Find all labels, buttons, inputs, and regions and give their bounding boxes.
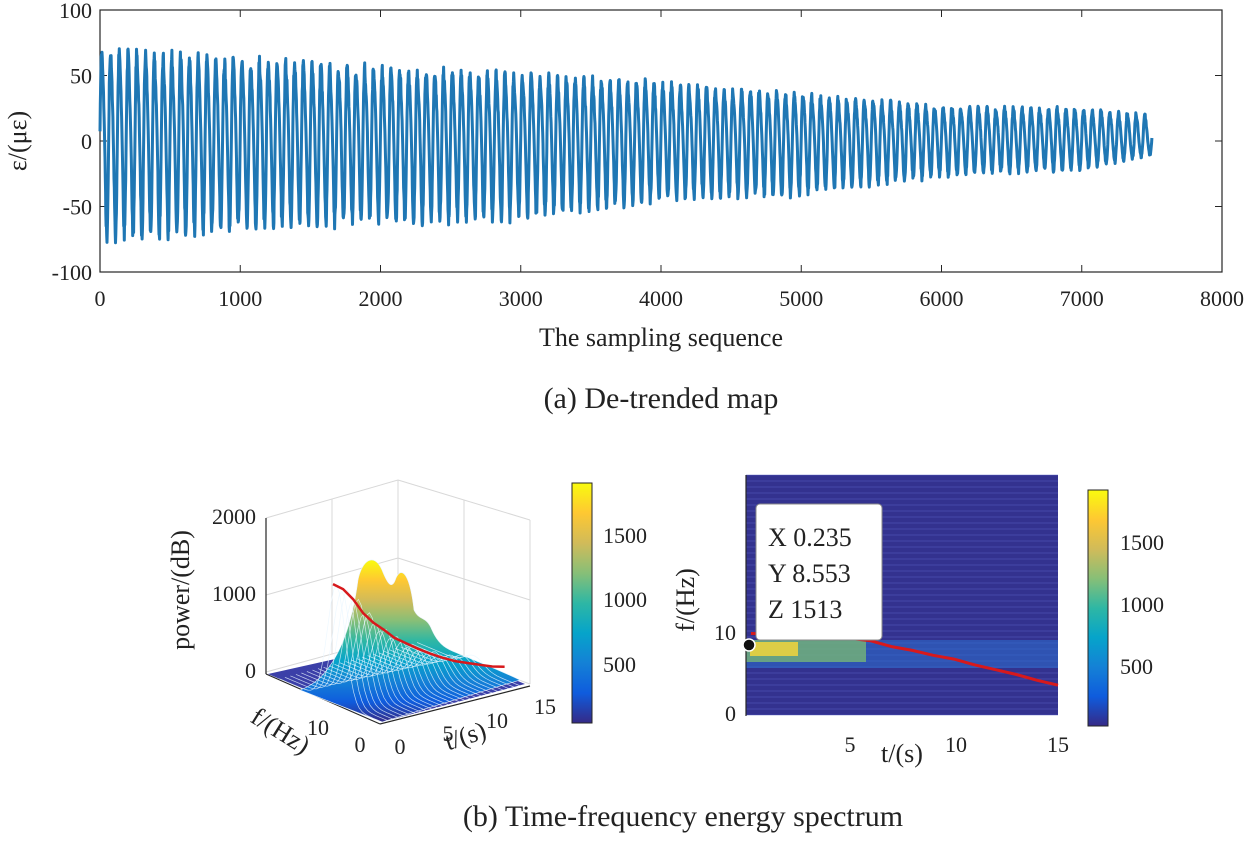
- surface-wave-line: [367, 649, 471, 700]
- x-tick-label: 5000: [779, 286, 823, 311]
- surface-wave-line: [323, 630, 427, 711]
- y-tick-label: 100: [59, 0, 92, 23]
- t-tick-label: 15: [1047, 732, 1069, 757]
- x-tick-label: 3000: [499, 286, 543, 311]
- surface-wave-line: [416, 642, 520, 687]
- colorbar-tick-label: 1000: [603, 587, 647, 612]
- f-axis-label: f/(Hz): [246, 702, 315, 760]
- z-tick-label: 0: [245, 658, 256, 683]
- colorbar-left-ticks: 1500 1000 500: [603, 523, 647, 677]
- heatmap-y-ticks: 10 0: [714, 620, 736, 726]
- surface-wave-line: [345, 641, 449, 705]
- surface-wave-line: [290, 589, 394, 720]
- peak-power-curve: [332, 582, 505, 669]
- datatip-x: X 0.235: [768, 523, 852, 552]
- f-tick-label: 0: [355, 732, 366, 757]
- surface-wave-line: [356, 645, 460, 703]
- y-axis-label: ε/(με): [3, 111, 32, 171]
- y-ticks: -100 -50 0 50 100: [52, 0, 1222, 285]
- z-ticks: 2000 1000 0: [212, 504, 256, 683]
- colorbar-tick-label: 1500: [603, 523, 647, 548]
- colorbar-tick-label: 1000: [1120, 592, 1164, 617]
- colorbar-tick-label: 1500: [1120, 530, 1164, 555]
- surface-wave-line: [328, 628, 432, 710]
- x-tick-label: 2000: [359, 286, 403, 311]
- y-tick-label: 0: [81, 129, 92, 154]
- surface-wave-line: [312, 612, 416, 714]
- heatmap-x-ticks: 5 10 15: [845, 732, 1070, 757]
- colorbar-left: [571, 482, 593, 724]
- detrended-chart: 0 1000 2000 3000 4000 5000 6000 7000 8000 -100-5…: [3, 0, 1244, 415]
- colorbar-right: [1087, 489, 1109, 727]
- f-tick-label: 10: [714, 620, 736, 645]
- surface-wave-line: [306, 613, 410, 716]
- x-tick-label: 7000: [1060, 286, 1104, 311]
- x-tick-label: 8000: [1200, 286, 1244, 311]
- heatmap-x-label: t/(s): [881, 739, 923, 768]
- x-tick-label: 4000: [639, 286, 683, 311]
- x-tick-label: 0: [95, 286, 106, 311]
- t-tick-label: 10: [945, 732, 967, 757]
- strain-series-line: [98, 47, 1154, 245]
- surface-wave-line: [372, 653, 476, 698]
- z-tick-label: 2000: [212, 504, 256, 529]
- datatip[interactable]: X 0.235 Y 8.553 Z 1513: [755, 503, 883, 641]
- surface-wave-line: [279, 584, 383, 723]
- x-ticks: 0 1000 2000 3000 4000 5000 6000 7000 8000: [95, 10, 1244, 311]
- y-tick-label: -100: [52, 260, 92, 285]
- datatip-box: [755, 503, 883, 641]
- heatmap-peak-band: [750, 642, 798, 656]
- t-tick-label: 5: [845, 732, 856, 757]
- surface-wave-lines: [279, 584, 520, 723]
- surface-wave-line: [295, 600, 399, 718]
- f-tick-label: 0: [725, 701, 736, 726]
- y-tick-label: 50: [70, 64, 92, 89]
- f-ticks: 10 0: [307, 715, 366, 757]
- surface-wave-line: [361, 650, 465, 701]
- z-tick-label: 1000: [212, 581, 256, 606]
- y-tick-label: -50: [63, 195, 92, 220]
- t-ticks: 0 5 10 15: [395, 694, 557, 759]
- t-tick-label: 0: [395, 734, 406, 759]
- surface-wave-line: [339, 636, 443, 707]
- surface-wave-line: [284, 590, 388, 721]
- colorbar-right-ticks: 1500 1000 500: [1120, 530, 1164, 679]
- datatip-z: Z 1513: [768, 595, 842, 624]
- surface-wave-line: [394, 647, 498, 692]
- colorbar-tick-label: 500: [1120, 654, 1153, 679]
- surface-wave-line: [301, 598, 405, 717]
- t-tick-label: 10: [486, 708, 508, 733]
- surface-wave-line: [405, 645, 509, 689]
- surface-wave-line: [400, 646, 504, 691]
- f-tick-label: 10: [307, 715, 329, 740]
- datatip-marker[interactable]: [742, 638, 756, 652]
- x-tick-label: 6000: [920, 286, 964, 311]
- x-axis-label: The sampling sequence: [539, 323, 783, 352]
- caption-a: (a) De-trended map: [544, 382, 779, 415]
- surface-wave-line: [334, 637, 438, 708]
- surface-wave-line: [317, 622, 421, 713]
- heatmap-chart: X 0.235 Y 8.553 Z 1513 10 0 5 10 15 f/(H…: [671, 474, 1164, 768]
- surface-3d-chart: 2000 1000 0 0 5 10 15 10 0 power/(dB) f/…: [166, 479, 647, 760]
- z-axis-label: power/(dB): [166, 530, 195, 650]
- datatip-y: Y 8.553: [768, 559, 851, 588]
- caption-b: (b) Time-frequency energy spectrum: [463, 800, 903, 833]
- t-tick-label: 5: [443, 721, 454, 746]
- heatmap-y-label: f/(Hz): [671, 568, 700, 632]
- t-tick-label: 15: [534, 694, 556, 719]
- colorbar-tick-label: 500: [603, 652, 636, 677]
- x-tick-label: 1000: [218, 286, 262, 311]
- surface-wave-line: [350, 647, 454, 704]
